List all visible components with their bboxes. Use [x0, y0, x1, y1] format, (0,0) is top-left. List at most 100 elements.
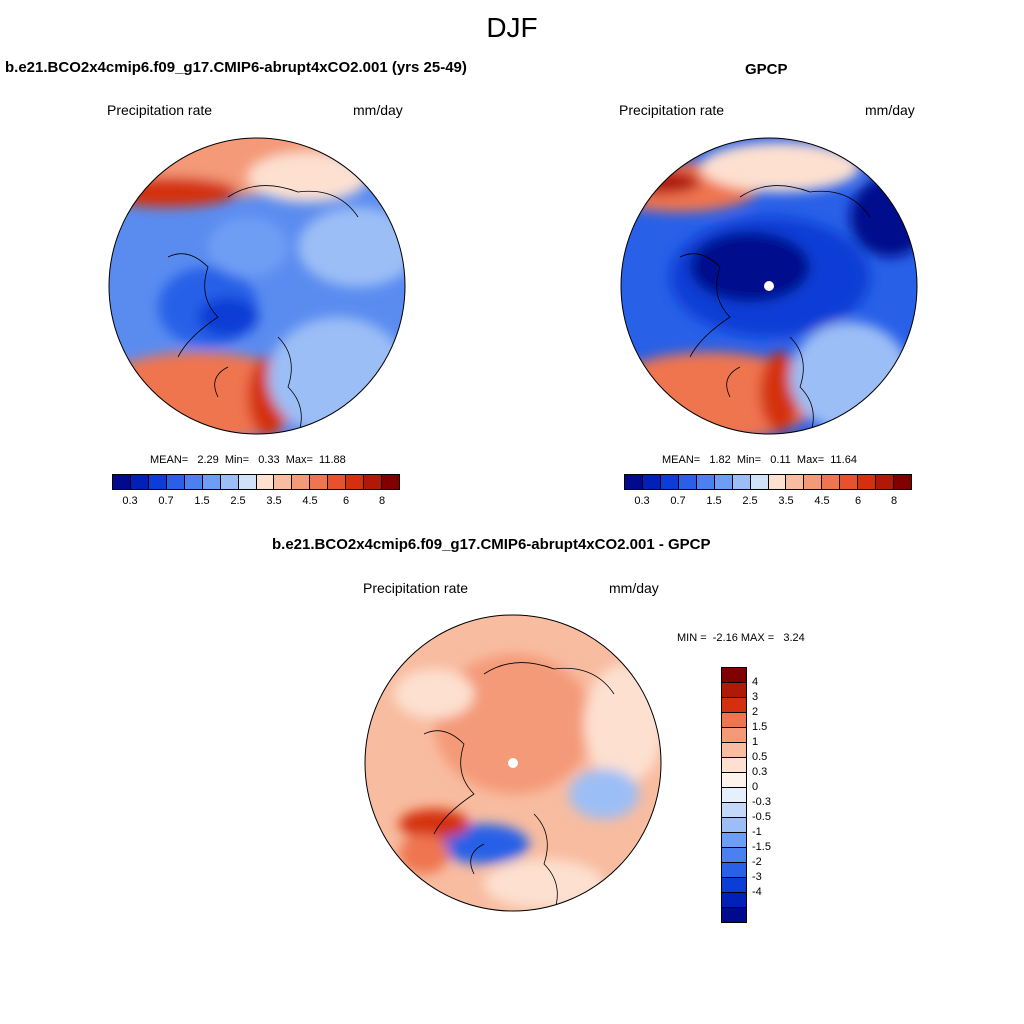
- colorbar-tick-label: 0.5: [752, 751, 768, 763]
- model-variable-label: Precipitation rate: [107, 102, 213, 118]
- colorbar-swatch: [786, 475, 805, 489]
- model-units-label: mm/day: [353, 102, 403, 118]
- colorbar-tick-label: 6: [854, 495, 862, 507]
- colorbar-swatch: [148, 475, 167, 489]
- colorbar-tick-label: 2.5: [742, 495, 758, 507]
- diff-panel-title: b.e21.BCO2x4cmip6.f09_g17.CMIP6-abrupt4x…: [272, 536, 711, 553]
- colorbar-tick-label: 3.5: [266, 495, 282, 507]
- colorbar-tick-label: 1.5: [706, 495, 722, 507]
- colorbar-tick-label: 4.5: [302, 495, 318, 507]
- colorbar-tick-label: 8: [890, 495, 898, 507]
- colorbar-tick-label: 4.5: [814, 495, 830, 507]
- colorbar-swatch: [722, 863, 746, 878]
- colorbar-swatch: [714, 475, 733, 489]
- colorbar-swatch: [722, 713, 746, 728]
- colorbar-tick-label: 4: [752, 676, 759, 688]
- colorbar-swatch: [696, 475, 715, 489]
- colorbar-tick-label: -1.5: [752, 841, 771, 853]
- colorbar-tick-label: -1: [752, 826, 762, 838]
- colorbar-tick-label: 0.3: [752, 766, 768, 778]
- colorbar-swatch: [660, 475, 679, 489]
- figure-title: DJF: [486, 12, 538, 43]
- colorbar-swatch: [202, 475, 221, 489]
- colorbar-swatch: [722, 728, 746, 743]
- colorbar-swatch: [876, 475, 895, 489]
- colorbar-swatch: [292, 475, 311, 489]
- model-colorbar-ticks: 0.3 0.7 1.5 2.5 3.5 4.5 6 8: [112, 495, 400, 509]
- colorbar-swatch: [382, 475, 399, 489]
- colorbar-swatch: [184, 475, 203, 489]
- colorbar-swatch: [722, 668, 746, 683]
- colorbar-tick-label: -0.5: [752, 811, 771, 823]
- colorbar-swatch: [840, 475, 859, 489]
- colorbar-swatch: [166, 475, 185, 489]
- colorbar-swatch: [768, 475, 787, 489]
- diff-colorbar-ticks: 4 3 2 1.5 1 0.5 0.3 0 -0.3 -0.5 -1 -1.5 -2 -3 -4: [752, 667, 792, 907]
- colorbar-swatch: [722, 758, 746, 773]
- colorbar-swatch: [364, 475, 383, 489]
- colorbar-tick-label: 6: [342, 495, 350, 507]
- colorbar-tick-label: 2.5: [230, 495, 246, 507]
- obs-units-label: mm/day: [865, 102, 915, 118]
- obs-colorbar: [624, 474, 912, 490]
- colorbar-swatch: [310, 475, 329, 489]
- colorbar-swatch: [238, 475, 257, 489]
- colorbar-tick-label: 1.5: [194, 495, 210, 507]
- colorbar-tick-label: 3.5: [778, 495, 794, 507]
- model-stats: MEAN= 2.29 Min= 0.33 Max= 11.88: [150, 454, 346, 466]
- colorbar-swatch: [256, 475, 275, 489]
- obs-variable-label: Precipitation rate: [619, 102, 725, 118]
- colorbar-swatch: [722, 878, 746, 893]
- colorbar-tick-label: 0.7: [158, 495, 174, 507]
- colorbar-tick-label: 8: [378, 495, 386, 507]
- colorbar-swatch: [625, 475, 643, 489]
- colorbar-tick-label: 0.3: [122, 495, 138, 507]
- colorbar-tick-label: -3: [752, 871, 762, 883]
- colorbar-swatch: [722, 833, 746, 848]
- colorbar-swatch: [642, 475, 661, 489]
- diff-colorbar: [721, 667, 747, 923]
- colorbar-swatch: [130, 475, 149, 489]
- model-colorbar: [112, 474, 400, 490]
- obs-colorbar-ticks: 0.3 0.7 1.5 2.5 3.5 4.5 6 8: [624, 495, 912, 509]
- colorbar-tick-label: 0.7: [670, 495, 686, 507]
- model-panel-title: b.e21.BCO2x4cmip6.f09_g17.CMIP6-abrupt4x…: [5, 59, 467, 76]
- colorbar-swatch: [722, 848, 746, 863]
- colorbar-swatch: [822, 475, 841, 489]
- colorbar-tick-label: 0: [752, 781, 759, 793]
- colorbar-swatch: [346, 475, 365, 489]
- colorbar-tick-label: 0.3: [634, 495, 650, 507]
- colorbar-swatch: [113, 475, 131, 489]
- diff-polar-map: [364, 614, 662, 912]
- obs-polar-map: [620, 137, 918, 435]
- diff-variable-label: Precipitation rate: [363, 580, 469, 596]
- colorbar-tick-label: 1: [752, 736, 759, 748]
- colorbar-swatch: [678, 475, 697, 489]
- obs-panel-title: GPCP: [745, 61, 788, 78]
- colorbar-swatch: [722, 893, 746, 908]
- colorbar-swatch: [722, 818, 746, 833]
- colorbar-swatch: [722, 743, 746, 758]
- colorbar-tick-label: 2: [752, 706, 759, 718]
- colorbar-swatch: [722, 803, 746, 818]
- colorbar-swatch: [722, 683, 746, 698]
- colorbar-swatch: [722, 788, 746, 803]
- colorbar-swatch: [804, 475, 823, 489]
- colorbar-swatch: [274, 475, 293, 489]
- colorbar-tick-label: -2: [752, 856, 762, 868]
- colorbar-tick-label: -4: [752, 886, 762, 898]
- colorbar-swatch: [328, 475, 347, 489]
- colorbar-swatch: [722, 908, 746, 922]
- colorbar-swatch: [894, 475, 911, 489]
- colorbar-swatch: [722, 698, 746, 713]
- colorbar-swatch: [732, 475, 751, 489]
- obs-stats: MEAN= 1.82 Min= 0.11 Max= 11.64: [662, 454, 857, 466]
- colorbar-swatch: [750, 475, 769, 489]
- model-polar-map: [108, 137, 406, 435]
- colorbar-swatch: [722, 773, 746, 788]
- diff-units-label: mm/day: [609, 580, 659, 596]
- colorbar-tick-label: 1.5: [752, 721, 768, 733]
- colorbar-swatch: [858, 475, 877, 489]
- colorbar-tick-label: -0.3: [752, 796, 771, 808]
- diff-stats: MIN = -2.16 MAX = 3.24: [677, 632, 805, 644]
